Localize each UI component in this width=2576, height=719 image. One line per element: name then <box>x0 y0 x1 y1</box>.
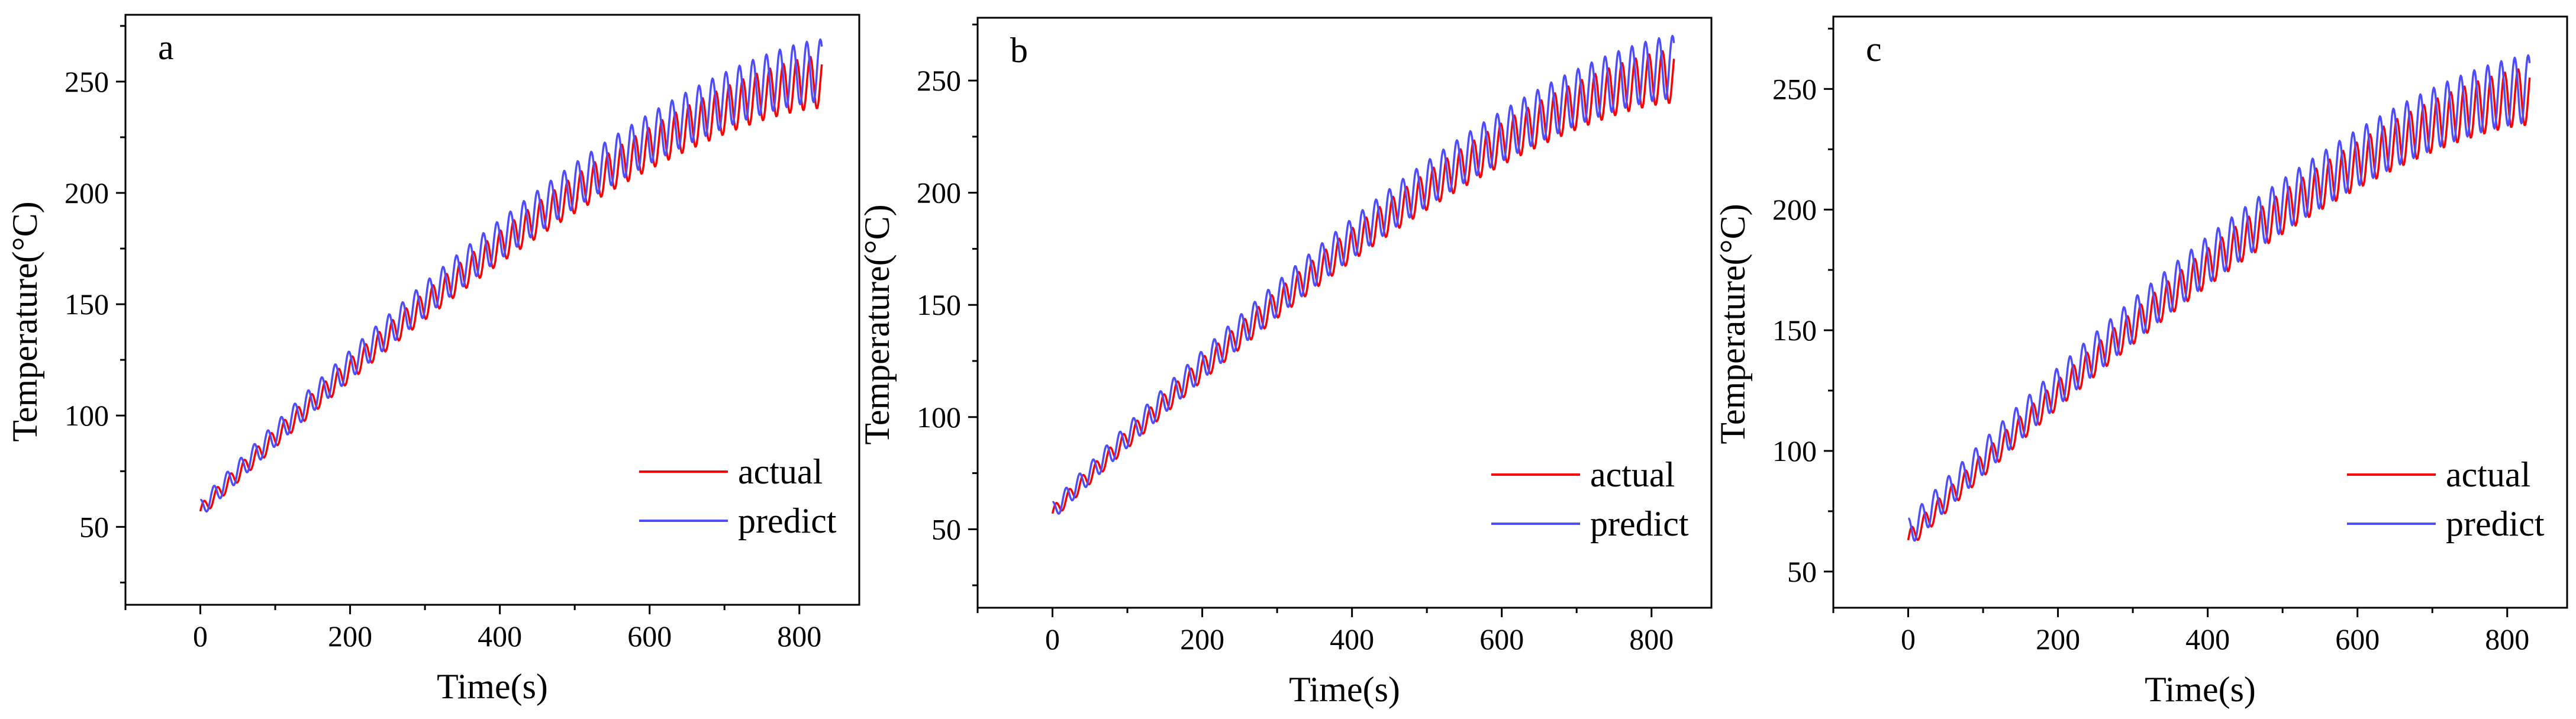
y-tick-label: 250 <box>65 65 109 98</box>
y-tick-label: 50 <box>1787 555 1817 588</box>
x-tick-label: 600 <box>2335 623 2380 656</box>
x-tick-label: 0 <box>1901 623 1916 656</box>
x-tick-label: 800 <box>2485 623 2529 656</box>
y-tick-label: 50 <box>79 510 109 543</box>
y-tick-label: 250 <box>917 64 961 97</box>
series-line-predict <box>1052 34 1675 515</box>
x-tick-label: 400 <box>478 620 522 653</box>
x-tick-label: 600 <box>627 620 672 653</box>
legend-label-predict: predict <box>738 501 837 540</box>
y-tick-label: 50 <box>931 512 961 546</box>
y-tick-label: 150 <box>1772 314 1817 347</box>
y-axis-title: Temperature(°C) <box>5 201 44 441</box>
y-tick-label: 100 <box>917 401 961 434</box>
x-tick-label: 400 <box>1330 623 1374 656</box>
chart-panel-b: 50 100 150 200 250 0 200 400 600 800 Time(s) Temper… <box>857 17 1713 709</box>
y-axis-title: Temperature(°C) <box>857 204 897 444</box>
legend-label-predict: predict <box>1590 504 1689 543</box>
y-tick-label: 100 <box>65 399 109 432</box>
y-tick-label: 250 <box>1772 72 1817 105</box>
legend-label-actual: actual <box>2446 455 2530 494</box>
x-tick-label: 800 <box>777 620 821 653</box>
legend-label-actual: actual <box>738 452 823 491</box>
x-tick-label: 200 <box>328 620 372 653</box>
plot-frame <box>1832 15 2568 609</box>
y-tick-label: 150 <box>65 288 109 321</box>
x-axis-title: Time(s) <box>1289 670 1400 709</box>
panel-letter: a <box>158 28 174 67</box>
panel-letter: b <box>1010 31 1028 70</box>
legend-label-actual: actual <box>1590 455 1675 494</box>
y-tick-label: 100 <box>1772 434 1817 467</box>
y-tick-label: 150 <box>917 288 961 321</box>
series-line-predict <box>199 38 823 513</box>
y-tick-label: 200 <box>917 176 961 209</box>
y-tick-label: 200 <box>65 176 109 209</box>
plot-frame <box>124 14 860 606</box>
y-tick-label: 200 <box>1772 193 1817 226</box>
x-tick-label: 800 <box>1629 623 1674 656</box>
series-line-predict <box>1908 54 2531 542</box>
series-line-actual <box>1051 50 1675 514</box>
chart-panel-a: 50 100 150 200 250 0 200 400 600 800 Time(s) Temper… <box>5 14 860 706</box>
x-tick-label: 0 <box>1045 623 1060 656</box>
x-axis-title: Time(s) <box>2145 670 2256 709</box>
x-tick-label: 0 <box>193 620 208 653</box>
x-tick-label: 600 <box>1479 623 1524 656</box>
series-line-actual <box>1907 68 2531 541</box>
x-tick-label: 200 <box>2036 623 2080 656</box>
chart-panel-c: 50 100 150 200 250 0 200 400 600 800 Time(s) Temper… <box>1713 15 2568 709</box>
legend-label-predict: predict <box>2446 504 2545 543</box>
x-tick-label: 200 <box>1180 623 1224 656</box>
x-tick-label: 400 <box>2185 623 2230 656</box>
y-axis-title: Temperature(°C) <box>1713 204 1752 444</box>
x-axis-title: Time(s) <box>437 667 548 706</box>
series-line-actual <box>199 56 823 512</box>
plot-frame <box>976 17 1713 609</box>
panel-letter: c <box>1866 30 1882 69</box>
